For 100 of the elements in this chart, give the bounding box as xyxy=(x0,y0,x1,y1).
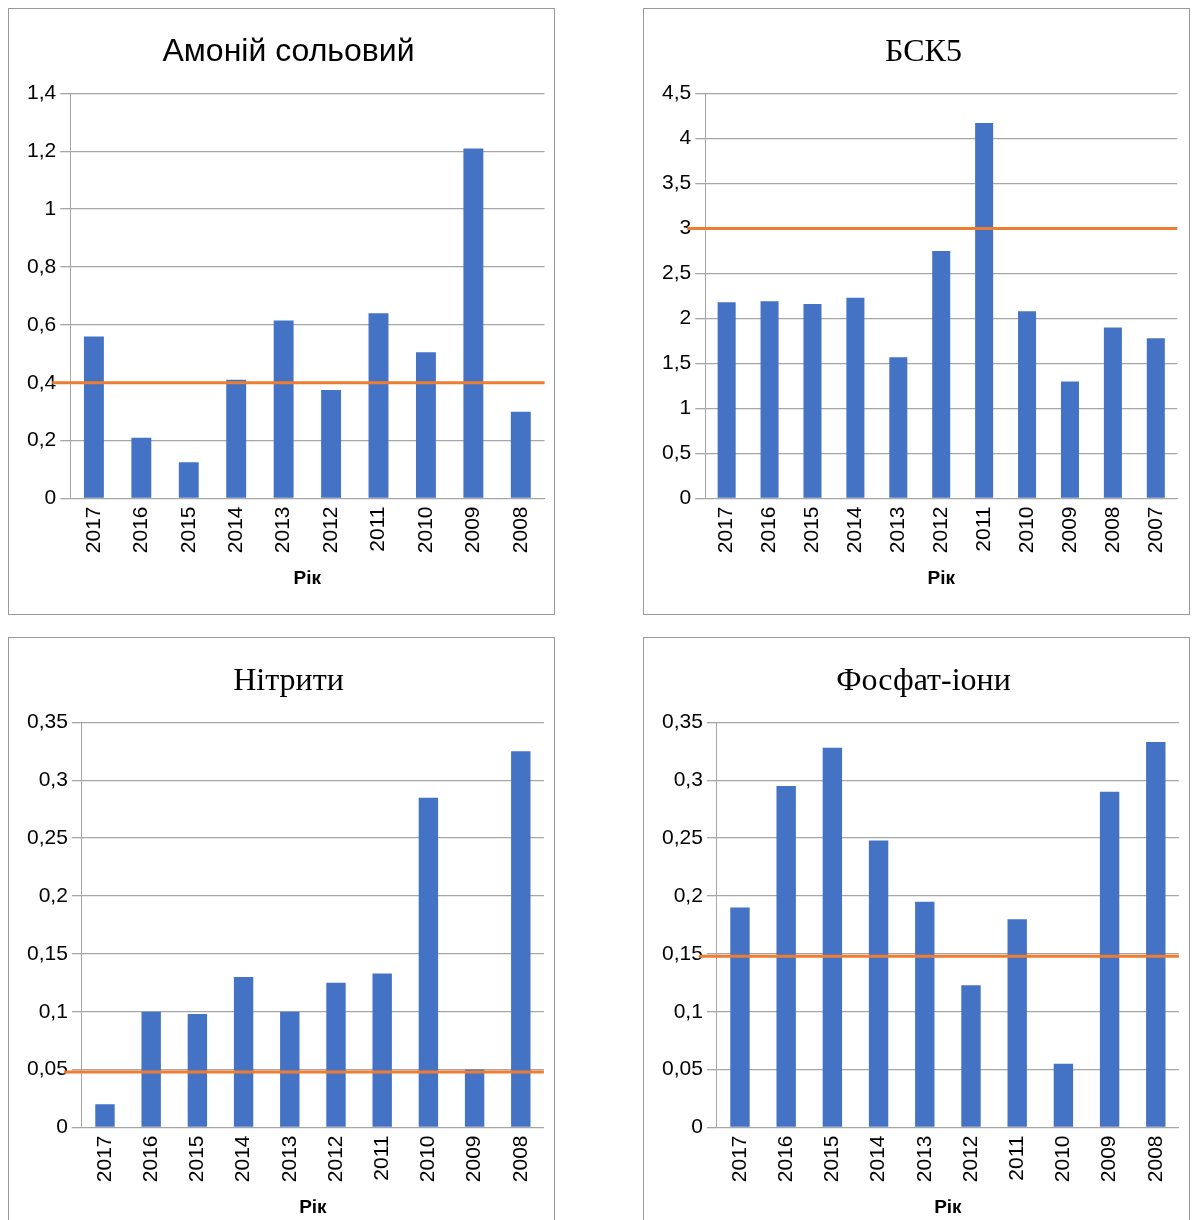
y-tick-label: 2,5 xyxy=(661,260,692,284)
bar xyxy=(776,786,796,1127)
bar xyxy=(226,379,247,498)
x-tick-label: 2011 xyxy=(970,506,994,552)
y-tick-label: 2 xyxy=(679,305,692,329)
x-tick-label: 2015 xyxy=(184,1135,208,1183)
y-tick-label: 0,2 xyxy=(38,882,68,906)
x-tick-label: 2014 xyxy=(230,1135,254,1183)
chart-title: Нітрити xyxy=(233,660,344,697)
y-tick-label: 0,1 xyxy=(38,998,68,1022)
x-tick-label: 2013 xyxy=(270,506,294,554)
x-tick-label: 2016 xyxy=(128,506,152,554)
y-tick-label: 1,5 xyxy=(661,350,692,374)
bar xyxy=(803,304,822,498)
bar xyxy=(280,1011,300,1127)
y-tick-label: 4,5 xyxy=(661,80,692,104)
x-tick-label: 2009 xyxy=(461,1135,485,1183)
bar xyxy=(889,357,908,498)
y-tick-label: 0,05 xyxy=(27,1056,68,1080)
bar xyxy=(915,901,935,1127)
bar xyxy=(1146,338,1165,498)
y-tick-label: 0,4 xyxy=(26,369,57,393)
x-tick-label: 2016 xyxy=(772,1135,796,1183)
x-tick-label: 2013 xyxy=(276,1135,300,1183)
bar xyxy=(83,336,104,498)
bar xyxy=(961,985,981,1127)
y-tick-label: 0,3 xyxy=(38,767,68,791)
y-tick-label: 0,25 xyxy=(27,824,68,848)
x-axis-title: Рік xyxy=(299,1195,328,1217)
bar xyxy=(141,1011,161,1127)
x-tick-label: 2009 xyxy=(1056,506,1080,554)
bar xyxy=(975,123,994,498)
y-tick-label: 0,5 xyxy=(661,440,692,464)
y-tick-label: 0,3 xyxy=(673,767,703,791)
bar xyxy=(868,840,889,1127)
x-tick-label: 2008 xyxy=(1142,1135,1166,1183)
bar xyxy=(321,389,342,498)
bar xyxy=(131,437,152,498)
x-tick-label: 2010 xyxy=(1050,1135,1074,1183)
x-tick-label: 2009 xyxy=(460,506,484,554)
bar xyxy=(418,797,439,1127)
x-tick-label: 2010 xyxy=(1013,506,1037,554)
bar xyxy=(372,973,392,1127)
x-tick-label: 2013 xyxy=(885,506,909,554)
y-tick-label: 3,5 xyxy=(661,170,692,194)
x-tick-label: 2011 xyxy=(1003,1135,1027,1181)
bar xyxy=(1060,381,1079,498)
x-tick-label: 2016 xyxy=(756,506,780,554)
x-tick-label: 2012 xyxy=(928,506,952,554)
x-tick-label: 2011 xyxy=(368,1135,392,1181)
bar xyxy=(1103,327,1122,498)
bar xyxy=(1146,742,1166,1127)
x-tick-label: 2012 xyxy=(317,506,341,554)
bar xyxy=(368,313,389,498)
x-tick-label: 2015 xyxy=(799,506,823,554)
x-tick-label: 2015 xyxy=(819,1135,843,1183)
y-tick-label: 0,15 xyxy=(27,940,68,964)
x-tick-label: 2017 xyxy=(726,1135,750,1183)
x-tick-label: 2017 xyxy=(80,506,104,554)
y-tick-label: 0 xyxy=(44,485,57,509)
y-tick-label: 0,2 xyxy=(673,882,703,906)
bar xyxy=(233,977,254,1127)
x-tick-label: 2017 xyxy=(713,506,737,554)
bar xyxy=(932,250,951,498)
bar xyxy=(187,1014,208,1127)
x-tick-label: 2009 xyxy=(1096,1135,1120,1183)
x-tick-label: 2016 xyxy=(137,1135,161,1183)
bar xyxy=(326,982,346,1127)
y-tick-label: 0,25 xyxy=(662,824,703,848)
y-tick-label: 0 xyxy=(56,1114,68,1138)
bar xyxy=(178,462,199,498)
y-tick-label: 0 xyxy=(691,1114,703,1138)
bar xyxy=(463,148,484,498)
x-axis-title: Рік xyxy=(293,566,322,588)
x-tick-label: 2007 xyxy=(1142,506,1166,554)
x-tick-label: 2017 xyxy=(91,1135,115,1183)
bar xyxy=(273,320,294,498)
y-tick-label: 0,35 xyxy=(27,709,68,733)
bar xyxy=(1018,311,1037,498)
bar xyxy=(846,297,865,498)
x-tick-label: 2008 xyxy=(507,1135,531,1183)
x-tick-label: 2014 xyxy=(223,506,246,554)
x-axis-title: Рік xyxy=(934,1195,963,1217)
y-tick-label: 0,15 xyxy=(662,940,703,964)
bar xyxy=(95,1104,115,1127)
bar xyxy=(1099,791,1120,1127)
y-tick-label: 1 xyxy=(679,395,692,419)
bar xyxy=(730,907,750,1127)
y-tick-label: 0,2 xyxy=(26,427,57,451)
chart-title: Амоній сольовий xyxy=(162,32,415,69)
y-tick-label: 0,35 xyxy=(662,709,703,733)
x-tick-label: 2010 xyxy=(412,506,436,554)
x-tick-label: 2015 xyxy=(175,506,199,554)
bar xyxy=(717,302,736,498)
x-tick-label: 2012 xyxy=(322,1135,346,1183)
chart-title: БСК5 xyxy=(885,31,962,68)
y-tick-label: 1,4 xyxy=(26,80,57,104)
y-tick-label: 0,05 xyxy=(662,1056,703,1080)
y-tick-label: 4 xyxy=(679,125,692,149)
x-tick-label: 2013 xyxy=(911,1135,935,1183)
